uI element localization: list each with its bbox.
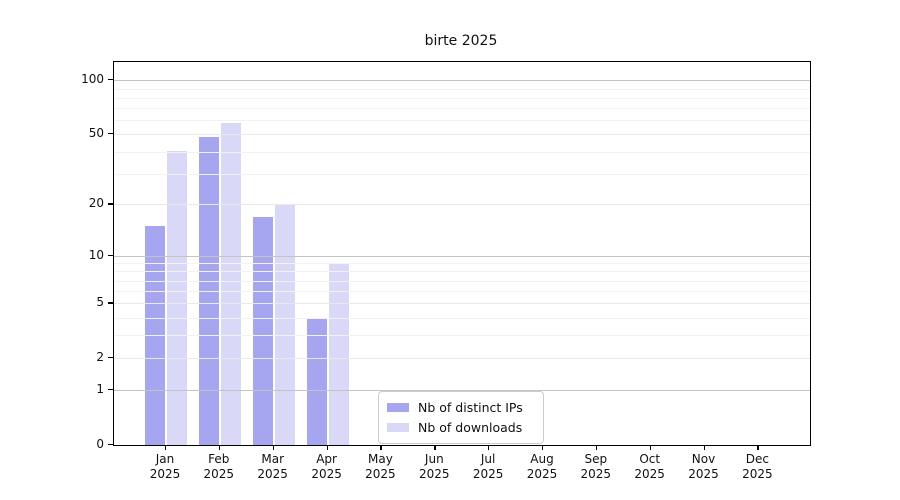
- x-tick-mark: [272, 445, 274, 450]
- x-tick-label-jan: Jan 2025: [149, 452, 181, 481]
- bar-distinct-ips-mar: [252, 216, 273, 445]
- x-tick-label-may: May 2025: [365, 452, 396, 481]
- y-tick-label: 50: [88, 126, 104, 141]
- bar-distinct-ips-apr: [306, 317, 327, 445]
- gridline-major: [114, 390, 810, 392]
- y-tick-mark: [108, 203, 113, 205]
- legend-item-distinct-ips: Nb of distinct IPs: [387, 399, 534, 416]
- gridline-minor: [114, 271, 810, 273]
- gridline-minor: [114, 97, 810, 99]
- gridline-minor: [114, 263, 810, 264]
- y-tick-label: 100: [81, 72, 104, 87]
- x-tick-label-jun: Jun 2025: [419, 452, 450, 481]
- x-tick-label-nov: Nov 2025: [688, 452, 719, 481]
- x-tick-mark: [649, 445, 651, 450]
- y-tick-label: 10: [88, 247, 104, 262]
- gridline-minor: [114, 291, 810, 293]
- gridline-minor: [114, 108, 810, 110]
- legend-label-downloads: Nb of downloads: [418, 420, 523, 435]
- gridline-major: [114, 255, 810, 257]
- gridline-major: [114, 80, 810, 82]
- x-tick-label-dec: Dec 2025: [742, 452, 773, 481]
- grid-layer: [114, 62, 810, 445]
- legend: Nb of distinct IPs Nb of downloads: [378, 391, 544, 444]
- bars-layer: [114, 62, 810, 445]
- x-tick-mark: [326, 445, 328, 450]
- legend-label-distinct-ips: Nb of distinct IPs: [418, 400, 523, 415]
- legend-swatch-downloads: [387, 423, 409, 432]
- y-tick-label: 20: [88, 196, 104, 211]
- gridline-minor: [114, 280, 810, 282]
- y-tick-mark: [108, 254, 113, 256]
- x-tick-mark: [380, 445, 382, 450]
- gridline-minor: [114, 173, 810, 175]
- y-tick-label: 0: [96, 437, 104, 451]
- x-tick-label-aug: Aug 2025: [526, 452, 558, 481]
- gridline-mid: [114, 134, 810, 136]
- bar-downloads-mar: [274, 204, 295, 445]
- x-tick-label-sep: Sep 2025: [580, 452, 612, 481]
- y-tick-mark: [108, 79, 113, 81]
- x-tick-mark: [595, 445, 598, 450]
- x-tick-label-jul: Jul 2025: [472, 452, 504, 481]
- bar-downloads-jan: [167, 151, 187, 445]
- gridline-minor: [114, 317, 810, 319]
- x-tick-label-apr: Apr 2025: [311, 452, 342, 481]
- x-tick-mark: [488, 445, 490, 450]
- x-tick-mark: [165, 445, 167, 450]
- chart-title: birte 2025: [424, 33, 498, 49]
- legend-swatch-distinct-ips: [387, 403, 409, 412]
- y-tick-mark: [108, 357, 113, 359]
- x-tick-label-mar: Mar 2025: [257, 452, 288, 481]
- gridline-mid: [114, 303, 810, 305]
- y-tick-label: 2: [96, 350, 104, 365]
- y-tick-mark: [108, 389, 113, 391]
- y-tick-label: 1: [96, 382, 104, 397]
- gridline-minor: [114, 151, 810, 153]
- gridline-minor: [114, 335, 810, 337]
- bar-downloads-feb: [220, 122, 241, 445]
- x-tick-mark: [434, 445, 436, 450]
- x-tick-mark: [218, 445, 221, 450]
- x-tick-label-feb: Feb 2025: [203, 452, 235, 481]
- y-tick-mark: [108, 444, 113, 446]
- y-tick-mark: [108, 133, 113, 135]
- x-tick-mark: [757, 445, 759, 450]
- gridline-mid: [114, 204, 810, 206]
- gridline-minor: [114, 88, 810, 90]
- x-tick-label-oct: Oct 2025: [634, 452, 665, 481]
- plot-area: [113, 61, 811, 446]
- gridline-mid: [114, 358, 810, 360]
- bar-distinct-ips-feb: [198, 137, 219, 445]
- y-tick-mark: [108, 302, 113, 304]
- gridline-minor: [114, 120, 810, 122]
- x-tick-mark: [703, 445, 705, 450]
- bar-downloads-apr: [328, 263, 349, 445]
- y-tick-label: 5: [96, 295, 104, 310]
- legend-item-downloads: Nb of downloads: [387, 419, 534, 436]
- x-tick-mark: [542, 445, 544, 450]
